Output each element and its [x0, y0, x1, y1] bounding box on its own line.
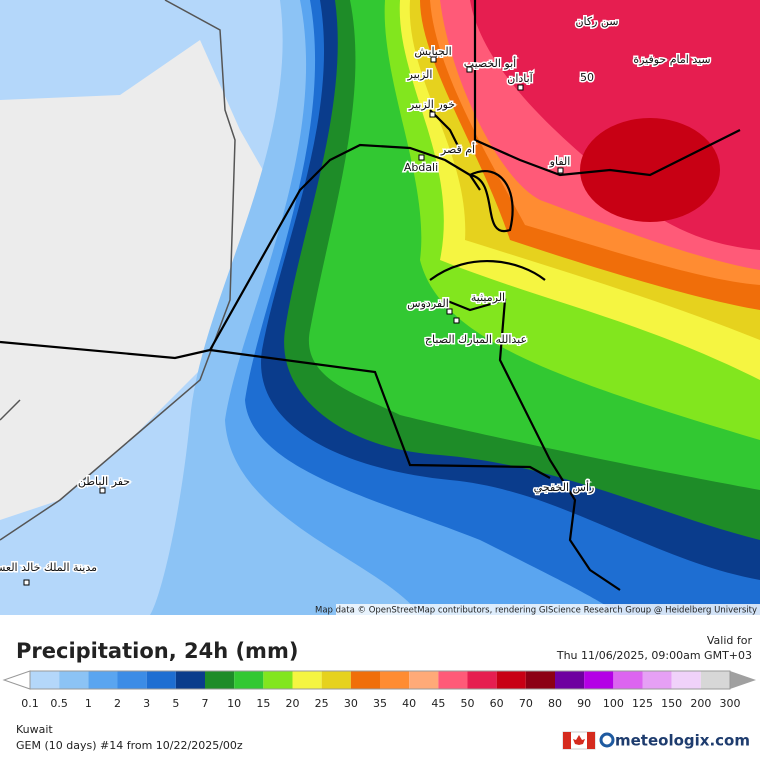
- colorbar-label: 300: [720, 697, 741, 710]
- colorbar-label: 15: [256, 697, 270, 710]
- colorbar-segment: [584, 671, 614, 689]
- colorbar-label: 80: [548, 697, 562, 710]
- place-dots: [23, 56, 564, 586]
- place-label: خور الزبير: [408, 98, 455, 111]
- colorbar-label: 25: [315, 697, 329, 710]
- colorbar-segment: [117, 671, 147, 689]
- attribution: Map data © OpenStreetMap contributors, r…: [315, 606, 757, 616]
- place-label: أبو الخصيب: [464, 56, 516, 70]
- colorbar-label: 90: [577, 697, 591, 710]
- place-label: رأس الخفجي: [534, 480, 595, 494]
- place-label: سن ركان: [575, 15, 618, 28]
- colorbar-segment: [205, 671, 235, 689]
- valid-time: Thu 11/06/2025, 09:00am GMT+03: [556, 649, 752, 662]
- colorbar-label: 3: [143, 697, 150, 710]
- colorbar-segment: [380, 671, 410, 689]
- region: Kuwait: [16, 723, 53, 736]
- place-label: سيد امام حوفيزة: [633, 53, 710, 66]
- place-label: حفر الباطن: [78, 475, 130, 488]
- colorbar-segment: [671, 671, 701, 689]
- colorbar-label: 10: [227, 697, 241, 710]
- colorbar-segment: [263, 671, 293, 689]
- colorbar-segment: [292, 671, 322, 689]
- brand: meteologix.com: [615, 732, 750, 750]
- colorbar-below: [2, 670, 31, 690]
- place-label: آبادان: [507, 71, 533, 85]
- place-label: الزبير: [407, 68, 433, 81]
- colorbar-label: 30: [344, 697, 358, 710]
- colorbar-segment: [700, 671, 730, 689]
- colorbar-above: [730, 671, 756, 689]
- place-label: الجبايش: [414, 45, 451, 58]
- colorbar-segment: [642, 671, 672, 689]
- colorbar-segment: [88, 671, 118, 689]
- colorbar-segment: [30, 671, 60, 689]
- place-label: مدينة الملك خالد العسكرية: [0, 561, 97, 574]
- model-run: GEM (10 days) #14 from 10/22/2025/00z: [16, 739, 243, 752]
- legend-panel: Precipitation, 24h (mm) Valid for Thu 11…: [2, 634, 756, 752]
- colorbar-frame: [29, 670, 731, 690]
- colorbar-label: 50: [461, 697, 475, 710]
- colorbar-label: 35: [373, 697, 387, 710]
- colorbar-segment: [409, 671, 439, 689]
- colorbar-segment: [613, 671, 643, 689]
- colorbar-segment: [555, 671, 585, 689]
- colorbar-segment: [467, 671, 497, 689]
- place-label: الفردوس: [407, 297, 449, 310]
- colorbar: 0.1 0.5 1 2 3 5 7 10 15 20 25 30 35 40 45 50 60 70 80 90 100…: [2, 670, 756, 710]
- colorbar-segment: [175, 671, 205, 689]
- place-label: الرميثية: [471, 291, 505, 304]
- place-label: أم قصر: [440, 142, 475, 156]
- colorbar-label: 150: [661, 697, 682, 710]
- place-label: 50: [580, 71, 594, 84]
- colorbar-segment: [525, 671, 555, 689]
- panel-title: Precipitation, 24h (mm): [16, 639, 298, 663]
- colorbar-segment: [496, 671, 526, 689]
- place-label: عبدالله المبارك الصباح: [425, 333, 527, 346]
- colorbar-segment: [350, 671, 380, 689]
- colorbar-label: 70: [519, 697, 533, 710]
- colorbar-segment: [321, 671, 351, 689]
- colorbar-segment: [59, 671, 89, 689]
- colorbar-label: 1: [85, 697, 92, 710]
- colorbar-label: 60: [490, 697, 504, 710]
- colorbar-label: 0.1: [21, 697, 39, 710]
- place-label: الفاو: [549, 155, 571, 168]
- colorbar-label: 100: [603, 697, 624, 710]
- colorbar-label: 45: [431, 697, 445, 710]
- place-label: Abdali: [404, 161, 438, 174]
- colorbar-label: 125: [632, 697, 653, 710]
- flag: [562, 731, 596, 750]
- colorbar-label: 40: [402, 697, 416, 710]
- colorbar-label: 7: [202, 697, 209, 710]
- colorbar-label: 5: [172, 697, 179, 710]
- colorbar-segment: [146, 671, 176, 689]
- colorbar-label: 2: [114, 697, 121, 710]
- valid-label: Valid for: [707, 634, 753, 647]
- colorbar-label: 0.5: [50, 697, 68, 710]
- colorbar-segment: [438, 671, 468, 689]
- colorbar-label: 200: [690, 697, 711, 710]
- map: سن ركان سيد امام حوفيزة الجبايش أبو الخص…: [0, 0, 760, 616]
- colorbar-label: 20: [286, 697, 300, 710]
- brand-logo: [599, 732, 615, 748]
- colorbar-segment: [234, 671, 264, 689]
